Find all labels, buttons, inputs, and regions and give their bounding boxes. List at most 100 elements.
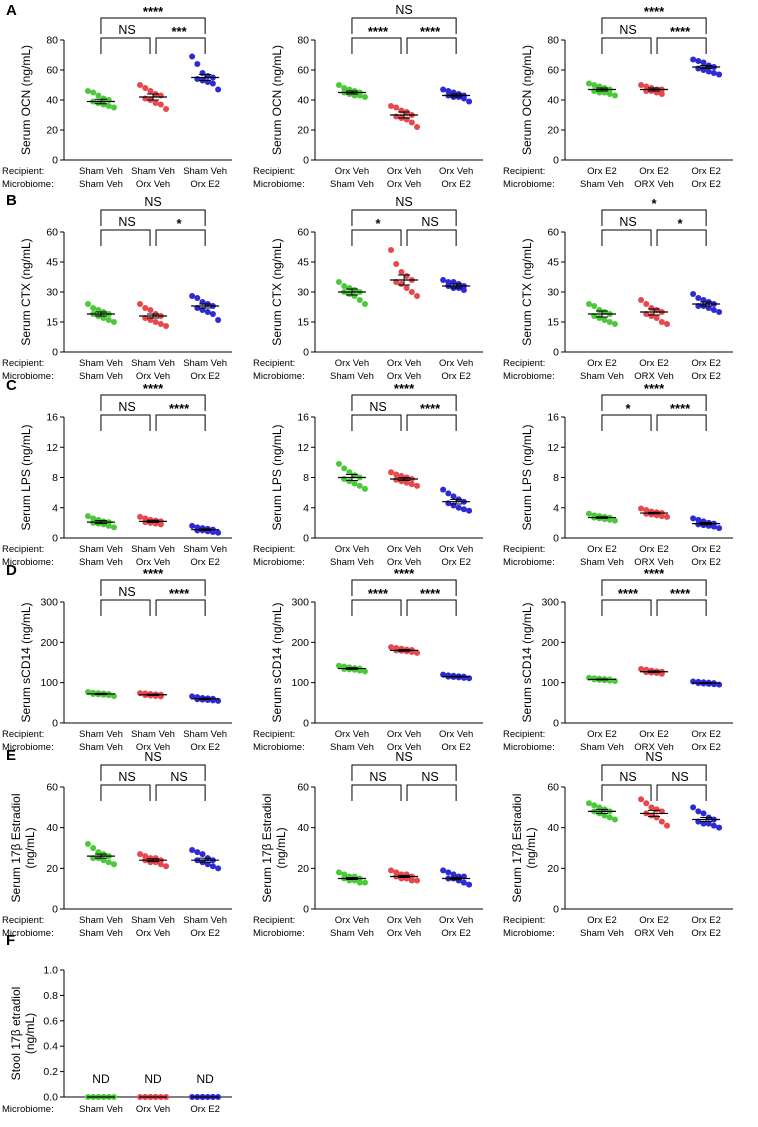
- data-point-green: [335, 662, 342, 669]
- chart-panel-f-1: 0.0 0.2 0.4 0.6 0.8 1.0 Stool 17β etradiol (ng/…: [2, 965, 232, 1115]
- data-point-red: [163, 323, 170, 329]
- recipient-label: Sham Veh: [183, 915, 227, 926]
- data-point-green: [335, 460, 342, 467]
- y-axis-label: Serum CTX (ng/mL): [19, 238, 33, 345]
- data-point-green: [606, 91, 613, 97]
- data-point-red: [653, 814, 660, 821]
- recipient-row-header: Recipient:: [253, 544, 295, 555]
- data-point-red: [137, 301, 144, 307]
- significance-label: NS: [170, 770, 187, 784]
- microbiome-label: Orx E2: [190, 179, 220, 190]
- data-point-blue: [440, 86, 447, 93]
- data-point-red: [643, 800, 650, 807]
- data-point-blue: [700, 820, 707, 827]
- chart-panel-e-3: 0 20 40 60 Serum 17β Estradiol (ng/mL) Orx E2 O…: [503, 750, 733, 939]
- data-point-blue: [460, 879, 467, 886]
- y-axis-label: Serum OCN (ng/mL): [19, 45, 33, 155]
- y-tick-label: 0: [553, 718, 559, 730]
- data-point-green: [110, 524, 117, 531]
- data-point-blue: [199, 851, 206, 858]
- data-point-green: [356, 92, 363, 99]
- microbiome-label: Orx E2: [190, 371, 220, 382]
- y-tick-label: 40: [46, 822, 58, 834]
- data-point-green: [606, 516, 613, 523]
- data-point-green: [105, 103, 112, 109]
- data-point-blue: [700, 810, 707, 817]
- microbiome-row-header: Microbiome:: [503, 928, 555, 939]
- significance-label: ****: [368, 586, 389, 601]
- y-tick-label: 20: [297, 125, 309, 137]
- data-point-red: [653, 89, 660, 96]
- significance-label: NS: [118, 400, 135, 414]
- data-point-red: [398, 269, 405, 275]
- significance-label: NS: [369, 400, 386, 414]
- significance-bracket: [351, 599, 402, 616]
- y-tick-label: 60: [46, 65, 58, 77]
- data-point-blue: [716, 824, 723, 831]
- microbiome-label: Orx E2: [441, 557, 471, 568]
- y-tick-label: 60: [547, 65, 559, 77]
- y-axis-label: Serum 17β Estradiol: [510, 794, 524, 903]
- data-point-green: [585, 301, 592, 307]
- significance-label: NS: [395, 750, 412, 764]
- data-point-blue: [695, 58, 702, 64]
- y-tick-label: 40: [297, 95, 309, 107]
- microbiome-label: ORX Veh: [634, 928, 674, 939]
- y-tick-label: 20: [46, 863, 58, 875]
- significance-bracket: [656, 784, 707, 801]
- data-point-red: [398, 478, 405, 485]
- y-tick-label: 12: [297, 442, 309, 454]
- y-tick-label: 4: [52, 502, 58, 514]
- significance-label: NS: [619, 23, 636, 37]
- y-tick-label: 80: [46, 35, 58, 47]
- microbiome-label: Sham Veh: [580, 557, 624, 568]
- recipient-label: Sham Veh: [79, 729, 123, 740]
- microbiome-row-header: Microbiome:: [253, 557, 305, 568]
- microbiome-label: Orx E2: [441, 371, 471, 382]
- data-point-green: [601, 812, 608, 819]
- significance-label: ****: [143, 566, 164, 581]
- microbiome-label: ORX Veh: [634, 557, 674, 568]
- significance-label: ****: [169, 401, 190, 416]
- y-axis-label: Serum OCN (ng/mL): [270, 45, 284, 155]
- data-point-red: [643, 510, 650, 517]
- chart-panel-d-3: 0 100 200 300 Serum sCD14 (ng/mL) Orx E2 Orx E…: [503, 566, 733, 753]
- recipient-row-header: Recipient:: [2, 915, 44, 926]
- recipient-label: Orx Veh: [387, 729, 421, 740]
- microbiome-label: Orx E2: [441, 928, 471, 939]
- recipient-row-header: Recipient:: [253, 729, 295, 740]
- data-point-blue: [189, 847, 196, 854]
- microbiome-label: Orx Veh: [387, 742, 421, 753]
- data-point-blue: [215, 317, 222, 323]
- y-tick-label: 45: [547, 257, 559, 269]
- significance-label: NS: [118, 215, 135, 229]
- data-point-red: [388, 247, 395, 253]
- data-point-red: [653, 806, 660, 813]
- significance-label: NS: [144, 195, 161, 209]
- recipient-label: Sham Veh: [131, 915, 175, 926]
- data-point-blue: [695, 295, 702, 301]
- data-point-green: [356, 482, 363, 489]
- panel-letter-a: A: [6, 2, 17, 19]
- y-tick-label: 16: [46, 412, 58, 424]
- panel-letter-d: D: [6, 562, 17, 579]
- y-tick-label: 100: [541, 677, 559, 689]
- recipient-label: Sham Veh: [79, 358, 123, 369]
- data-point-green: [105, 522, 112, 529]
- chart-panel-e-2: 0 20 40 60 Serum 17β Estradiol (ng/mL) Orx Veh…: [253, 750, 483, 939]
- microbiome-label: Orx E2: [190, 557, 220, 568]
- y-tick-label: 0: [52, 347, 58, 359]
- recipient-label: Orx Veh: [335, 729, 369, 740]
- y-tick-label: 12: [46, 442, 58, 454]
- data-point-green: [105, 859, 112, 866]
- data-point-red: [388, 103, 395, 109]
- recipient-label: Orx Veh: [439, 166, 473, 177]
- significance-bracket: [351, 394, 457, 411]
- microbiome-label: Sham Veh: [580, 371, 624, 382]
- microbiome-label: Orx E2: [691, 371, 721, 382]
- significance-bracket: [100, 784, 151, 801]
- recipient-label: Orx Veh: [439, 915, 473, 926]
- data-point-red: [388, 644, 395, 651]
- significance-bracket: [406, 37, 457, 54]
- data-point-blue: [189, 53, 196, 60]
